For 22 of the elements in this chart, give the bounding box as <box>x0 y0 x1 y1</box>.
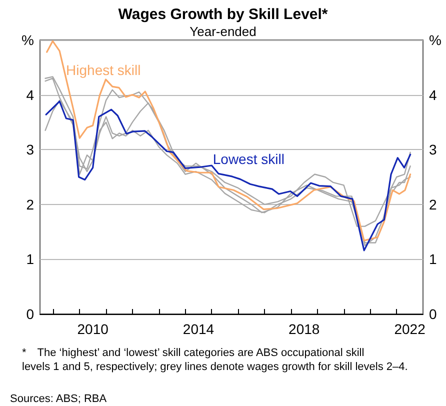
y2-tick-label: 0 <box>429 306 437 322</box>
chart-subtitle: Year-ended <box>190 24 256 39</box>
series-label: Highest skill <box>66 62 141 78</box>
x-tick-label: 2018 <box>288 321 320 337</box>
y-tick-label: 0 <box>26 306 34 322</box>
y-tick-label: 2 <box>26 196 34 212</box>
chart-title: Wages Growth by Skill Level* <box>118 6 328 23</box>
text: * The ‘highest’ and ‘lowest’ skill categories are ABS occupational skill levels 1 and 5, respectively; grey lines denote wages growth for skill levels 2–4. <box>22 347 408 373</box>
x-tick-label: 2022 <box>394 321 426 337</box>
y2-tick-label: 1 <box>429 251 437 268</box>
y-tick-label: 3 <box>26 142 34 158</box>
y2-tick-label: 4 <box>429 86 437 103</box>
source-note: Sources: ABS; RBA <box>10 393 108 405</box>
x-tick-label: 2010 <box>77 321 109 337</box>
y-tick-label: 1 <box>26 251 34 268</box>
y-tick-label: % <box>22 32 34 48</box>
y-tick-label: 4 <box>26 86 34 103</box>
y2-tick-label: 2 <box>429 196 437 212</box>
x-tick-label: 2014 <box>182 321 214 337</box>
y2-tick-label: 3 <box>429 142 437 158</box>
y2-tick-label: % <box>429 32 442 48</box>
series-label: Lowest skill <box>212 150 284 167</box>
